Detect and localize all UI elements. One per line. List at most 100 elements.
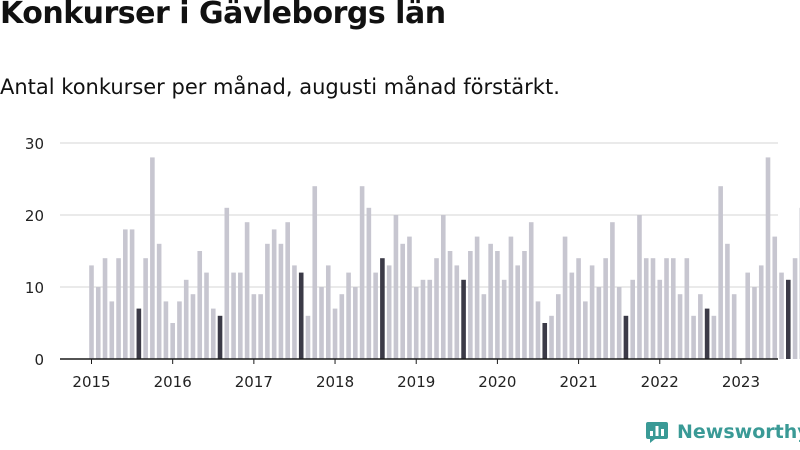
bar [752, 287, 757, 359]
bar [555, 294, 561, 359]
bar [420, 279, 426, 359]
bar [772, 236, 778, 359]
bar [89, 265, 94, 359]
bar [623, 315, 629, 359]
bar [589, 265, 595, 359]
bar-chart: 0 10 20 30 2015 2016 2017 2018 2019 2020 2021 2022 2… [25, 135, 800, 391]
bar [454, 265, 460, 359]
bar [339, 294, 345, 359]
bar [163, 301, 169, 359]
brand-logo: Newsworthy [645, 420, 800, 444]
bar [298, 272, 304, 359]
bar [244, 222, 250, 359]
bar [637, 215, 642, 359]
bar [197, 251, 203, 359]
x-tick-label: 2021 [559, 373, 597, 391]
bar [528, 222, 534, 359]
bar [630, 279, 635, 359]
bar [325, 265, 331, 359]
bar [123, 229, 128, 359]
bar [650, 258, 656, 359]
bar [670, 258, 676, 359]
bar [156, 243, 162, 359]
bar [380, 258, 385, 359]
bar [271, 229, 277, 359]
bar [515, 265, 520, 359]
bar [792, 258, 798, 359]
y-tick-label: 10 [25, 279, 44, 297]
bar [711, 315, 717, 359]
bar [677, 294, 683, 359]
bar [190, 294, 196, 359]
bar [474, 236, 480, 359]
bar [170, 323, 175, 359]
bar [440, 215, 446, 359]
bar [664, 258, 669, 359]
bar [758, 265, 764, 359]
bar [217, 315, 223, 359]
bar [481, 294, 487, 359]
x-tick-label: 2022 [641, 373, 679, 391]
bar [231, 272, 236, 359]
bar [109, 301, 115, 359]
x-tick-label: 2015 [72, 373, 110, 391]
bar [366, 207, 372, 359]
bar [704, 308, 710, 359]
bar [779, 272, 784, 359]
bar [400, 243, 405, 359]
newsworthy-icon [646, 422, 668, 443]
bar [522, 251, 527, 359]
bar [596, 287, 602, 359]
chart-subtitle: Antal konkurser per månad, augusti månad… [0, 75, 560, 99]
chart-title: Konkurser i Gävleborgs län [0, 0, 446, 31]
bar [95, 287, 101, 359]
bar [305, 315, 311, 359]
x-tick-label: 2018 [316, 373, 354, 391]
bar [765, 157, 771, 359]
x-tick-label: 2019 [397, 373, 435, 391]
x-tick-label: 2020 [478, 373, 516, 391]
bar [718, 186, 723, 359]
bar [292, 265, 297, 359]
bar [407, 236, 412, 359]
bar [150, 157, 155, 359]
bar [542, 323, 548, 359]
bar [102, 258, 108, 359]
bar [224, 207, 230, 359]
bar [535, 301, 541, 359]
bar [725, 243, 730, 359]
bar [745, 272, 751, 359]
bar [285, 222, 290, 359]
bar [461, 279, 466, 359]
bar [434, 258, 439, 359]
bar [258, 294, 263, 359]
bar [353, 287, 358, 359]
y-tick-label: 20 [25, 207, 44, 225]
bar [332, 308, 338, 359]
bar [785, 279, 791, 359]
bar [549, 315, 554, 359]
bar [129, 229, 135, 359]
bar [698, 294, 703, 359]
bar [373, 272, 378, 359]
bar [468, 251, 473, 359]
brand-name: Newsworthy [677, 421, 800, 443]
bar [616, 287, 622, 359]
bar [583, 301, 588, 359]
x-tick-label: 2017 [235, 373, 273, 391]
bar [562, 236, 568, 359]
bar [265, 243, 270, 359]
bar [413, 287, 419, 359]
bar [731, 294, 737, 359]
bar [508, 236, 514, 359]
bar [684, 258, 690, 359]
bar [278, 243, 284, 359]
bar [657, 279, 663, 359]
x-tick-label: 2016 [154, 373, 192, 391]
bar [136, 308, 142, 359]
bar [643, 258, 649, 359]
bar [569, 272, 575, 359]
x-tick-label: 2023 [722, 373, 760, 391]
bar [346, 272, 351, 359]
bar [143, 258, 148, 359]
